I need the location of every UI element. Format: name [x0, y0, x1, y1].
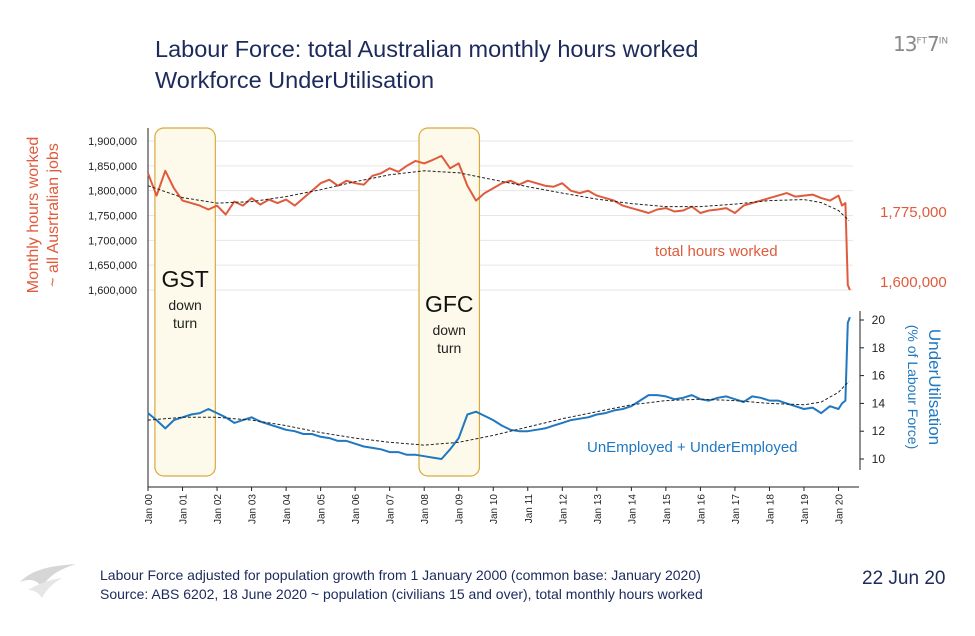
x-tick-label: Jan 03 [248, 494, 259, 524]
brand-logo: 13FT7IN [893, 32, 949, 56]
series-line-underutilisation-trend [147, 380, 850, 446]
left-tick-label: 1,850,000 [88, 161, 137, 173]
right-tick-label: 18 [872, 341, 886, 355]
series-line-total-hours-worked [147, 154, 851, 291]
left-tick-label: 1,900,000 [88, 136, 137, 148]
x-tick-label: Jan 17 [731, 494, 742, 524]
title-line-1: Labour Force: total Australian monthly h… [155, 36, 699, 62]
x-tick-label: Jan 16 [696, 494, 707, 524]
footnote-line-1: Labour Force adjusted for population gro… [100, 567, 701, 583]
x-tick-label: Jan 11 [524, 494, 535, 524]
publish-date: 22 Jun 20 [862, 568, 946, 589]
x-tick-label: Jan 20 [834, 494, 845, 524]
x-tick-label: Jan 13 [593, 494, 604, 524]
annotation-sublabel: down [432, 322, 465, 338]
x-tick-label: Jan 10 [489, 494, 500, 524]
value-label: 1,775,000 [880, 204, 947, 221]
annotation-sublabel: down [168, 297, 201, 313]
x-tick-label: Jan 14 [627, 494, 638, 524]
dual-axis-line-chart: GST down turn GFC down turn 1,600,000 1,650,000… [25, 127, 947, 524]
left-axis-subtitle: ~ all Ausrtralian jobs [45, 143, 62, 287]
footnote: Labour Force adjusted for population gro… [100, 566, 703, 604]
x-tick-label: Jan 07 [386, 494, 397, 524]
value-label: 1,600,000 [880, 274, 947, 291]
left-axis-title: Monthly hours worked [25, 137, 42, 294]
left-tick-label: 1,750,000 [88, 211, 137, 223]
chart-title: Labour Force: total Australian monthly h… [155, 34, 698, 96]
left-tick-label: 1,800,000 [88, 186, 137, 198]
x-tick-label: Jan 02 [213, 494, 224, 524]
annotation-band-gfc [418, 127, 481, 477]
x-tick-label: Jan 12 [558, 494, 569, 524]
right-axis-subtitle: (% of Labour Force) [905, 325, 921, 450]
series-label-hours: total hours worked [655, 243, 778, 260]
x-tick-label: Jan 18 [765, 494, 776, 524]
title-line-2: Workforce UnderUtilisation [155, 67, 435, 93]
x-tick-label: Jan 09 [455, 494, 466, 524]
x-tick-label: Jan 19 [800, 494, 811, 524]
x-tick-label: Jan 04 [282, 494, 293, 524]
series-label-underutil: UnEmployed + UnderEmployed [587, 439, 798, 456]
annotation-sublabel: turn [437, 340, 461, 356]
right-tick-label: 14 [872, 396, 886, 410]
series-line-unemployed-underemployed [147, 316, 851, 460]
x-tick-label: Jan 05 [317, 494, 328, 524]
annotation-label: GST [161, 266, 208, 292]
x-tick-label: Jan 06 [351, 494, 362, 524]
left-tick-label: 1,700,000 [88, 235, 137, 247]
right-tick-label: 12 [872, 424, 886, 438]
annotation-band-gst [154, 127, 216, 477]
x-tick-label: Jan 08 [420, 494, 431, 524]
x-tick-label: Jan 01 [179, 494, 190, 524]
bird-icon [20, 564, 76, 598]
annotation-label: GFC [425, 291, 474, 317]
right-axis-title: UnderUtilsation [925, 329, 944, 445]
series-line-hours-trend [147, 170, 850, 221]
footnote-line-2: Source: ABS 6202, 18 June 2020 ~ populat… [100, 586, 703, 602]
right-tick-label: 20 [872, 313, 886, 327]
annotation-sublabel: turn [173, 315, 197, 331]
left-tick-label: 1,600,000 [88, 285, 137, 297]
x-tick-label: Jan 15 [662, 494, 673, 524]
right-tick-label: 16 [872, 369, 886, 383]
left-tick-label: 1,650,000 [88, 260, 137, 272]
right-tick-label: 10 [872, 452, 886, 466]
x-tick-label: Jan 00 [144, 494, 155, 524]
